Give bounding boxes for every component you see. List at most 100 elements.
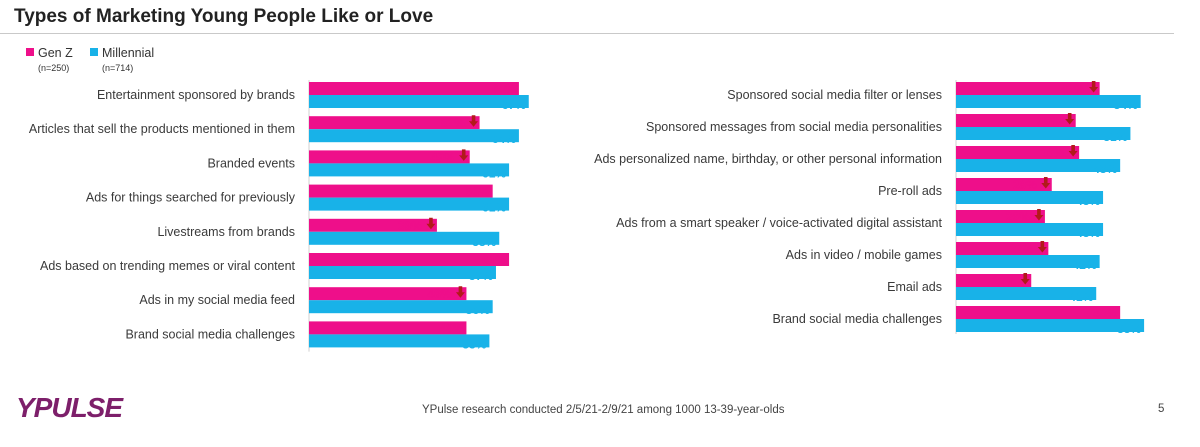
bar-millennial [309,197,510,211]
value-label-genz: 48% [427,287,451,301]
category-label: Livestreams from brands [157,225,295,239]
value-label-genz: 61% [482,253,506,267]
legend-millennial-label: Millennial [102,46,155,60]
value-label-genz: 64% [492,82,516,96]
bar-millennial [956,95,1141,108]
value-label-genz: 26% [1006,210,1030,224]
legend-millennial-swatch [90,48,98,56]
down-arrow-icon [1034,209,1044,221]
value-label-millennial: 43% [1076,194,1100,208]
bar-millennial [956,127,1131,140]
category-label: Pre-roll ads [878,184,942,198]
value-label-millennial: 56% [466,303,490,317]
legend-genz: Gen Z [26,46,73,60]
bar-millennial [309,163,510,177]
down-arrow-icon [1020,273,1030,285]
down-arrow-icon [1041,177,1051,189]
bar-millennial [309,334,490,348]
value-label-genz: 42% [1061,82,1085,96]
bar-millennial [956,191,1104,204]
value-label-millennial: 61% [482,166,506,180]
category-label: Email ads [887,280,942,294]
value-label-genz: 49% [431,150,455,164]
value-label-millennial: 41% [1069,290,1093,304]
bar-genz [956,274,1032,287]
value-label-millennial: 55% [1117,322,1141,336]
legend-genz-swatch [26,48,34,56]
value-label-millennial: 55% [462,337,486,351]
category-label: Ads for things searched for previously [86,191,296,205]
page-number: 5 [1158,403,1165,415]
value-label-millennial: 58% [472,235,496,249]
value-label-genz: 48% [1093,306,1117,320]
value-label-genz: 56% [466,185,490,199]
category-label: Articles that sell the products mentione… [29,122,295,136]
bar-genz [309,184,493,198]
value-label-genz: 22% [992,274,1016,288]
value-label-millennial: 57% [469,269,493,283]
bar-genz [309,253,510,266]
value-label-genz: 52% [441,116,465,130]
down-arrow-icon [1089,81,1099,93]
value-label-millennial: 48% [1093,162,1117,176]
down-arrow-icon [455,286,465,298]
bar-millennial [309,129,519,143]
legend-millennial-n: (n=714) [102,63,134,73]
bar-genz [956,178,1052,191]
down-arrow-icon [1037,241,1047,253]
ypulse-logo: YPULSE [16,392,123,423]
value-label-genz: 35% [1037,114,1061,128]
category-label: Ads in my social media feed [139,293,295,307]
bar-genz [956,242,1049,255]
bar-millennial [956,223,1104,236]
category-label: Brand social media challenges [772,312,942,326]
category-label: Branded events [207,156,295,170]
value-label-genz: 36% [1040,146,1064,160]
legend-millennial: Millennial [90,46,154,60]
title-divider [0,33,1174,34]
bar-genz [956,210,1045,223]
bar-chart: Entertainment sponsored by brands 64% 67% A… [29,80,1145,352]
category-label: Ads in video / mobile games [786,248,942,262]
bar-genz [309,116,480,130]
bar-genz [956,146,1080,159]
category-label: Entertainment sponsored by brands [97,88,295,102]
value-label-millennial: 42% [1073,258,1097,272]
value-label-genz: 27% [1009,242,1033,256]
bar-genz [956,82,1100,95]
bar-millennial [309,231,500,245]
bar-genz [309,150,470,164]
down-arrow-icon [469,115,479,127]
legend-genz-n: (n=250) [38,63,70,73]
bar-genz [956,306,1121,319]
down-arrow-icon [426,217,436,230]
value-label-millennial: 67% [502,98,526,112]
bar-genz [309,287,467,301]
value-label-millennial: 43% [1076,226,1100,240]
bar-millennial [309,300,493,314]
down-arrow-icon [1068,145,1078,157]
bar-millennial [309,95,529,108]
down-arrow-icon [1065,113,1075,125]
bar-millennial [956,159,1121,172]
value-label-genz: 39% [398,219,422,233]
value-label-millennial: 51% [1103,130,1127,144]
down-arrow-icon [459,149,469,161]
footer-note: YPulse research conducted 2/5/21-2/9/21 … [422,404,785,416]
bar-genz [309,321,467,335]
value-label-millennial: 54% [1114,98,1138,112]
category-label: Sponsored social media filter or lenses [727,88,942,102]
chart-title: Types of Marketing Young People Like or … [14,6,434,27]
bar-genz [309,218,437,232]
category-label: Ads personalized name, birthday, or othe… [594,152,942,166]
bar-genz [309,82,519,95]
category-label: Brand social media challenges [125,327,295,341]
value-label-genz: 28% [1013,178,1037,192]
value-label-genz: 48% [439,321,463,335]
category-label: Ads based on trending memes or viral con… [40,259,296,273]
category-label: Ads from a smart speaker / voice-activat… [616,216,942,230]
bar-millennial [956,319,1145,332]
value-label-millennial: 64% [492,132,516,146]
value-label-millennial: 61% [482,201,506,215]
category-label: Sponsored messages from social media per… [646,120,942,134]
